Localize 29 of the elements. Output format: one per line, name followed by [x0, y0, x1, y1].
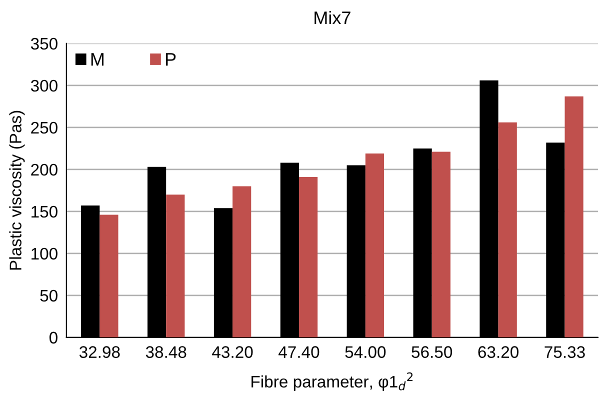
x-tick-label: 56.50 [412, 346, 452, 358]
x-tick-label: 54.00 [345, 346, 386, 358]
x-tick-label: 75.33 [544, 346, 585, 358]
chart-title: Mix7 [314, 10, 350, 24]
bar [100, 214, 118, 338]
bar [166, 194, 185, 338]
x-tick-label: 32.98 [79, 346, 120, 358]
bar [232, 186, 252, 338]
bar [498, 122, 517, 338]
legend-label: M [91, 53, 104, 66]
y-tick-label: 0 [49, 332, 58, 344]
x-tick-label: 63.20 [478, 346, 519, 358]
y-tick-label: 250 [31, 122, 58, 134]
y-tick-label: 100 [32, 248, 58, 260]
x-tick-label: 38.48 [146, 346, 186, 358]
y-tick-label: 150 [32, 206, 58, 218]
x-tick-label: 47.40 [278, 346, 320, 358]
legend-label: P [166, 53, 176, 66]
y-tick-label: 300 [30, 80, 58, 92]
x-axis-title: Fibre parameter, φ1$_{d}$$^{2}$ [252, 372, 413, 391]
y-tick-label: 200 [31, 164, 58, 176]
y-axis-title: Plastic viscosity (Pas) [9, 110, 25, 270]
x-tick-label: 43.20 [212, 346, 253, 358]
bar [365, 153, 384, 338]
y-tick-label: 50 [40, 290, 58, 302]
bar [298, 177, 318, 338]
y-tick-label: 350 [30, 38, 58, 50]
bar [432, 152, 450, 338]
bar [564, 96, 584, 338]
